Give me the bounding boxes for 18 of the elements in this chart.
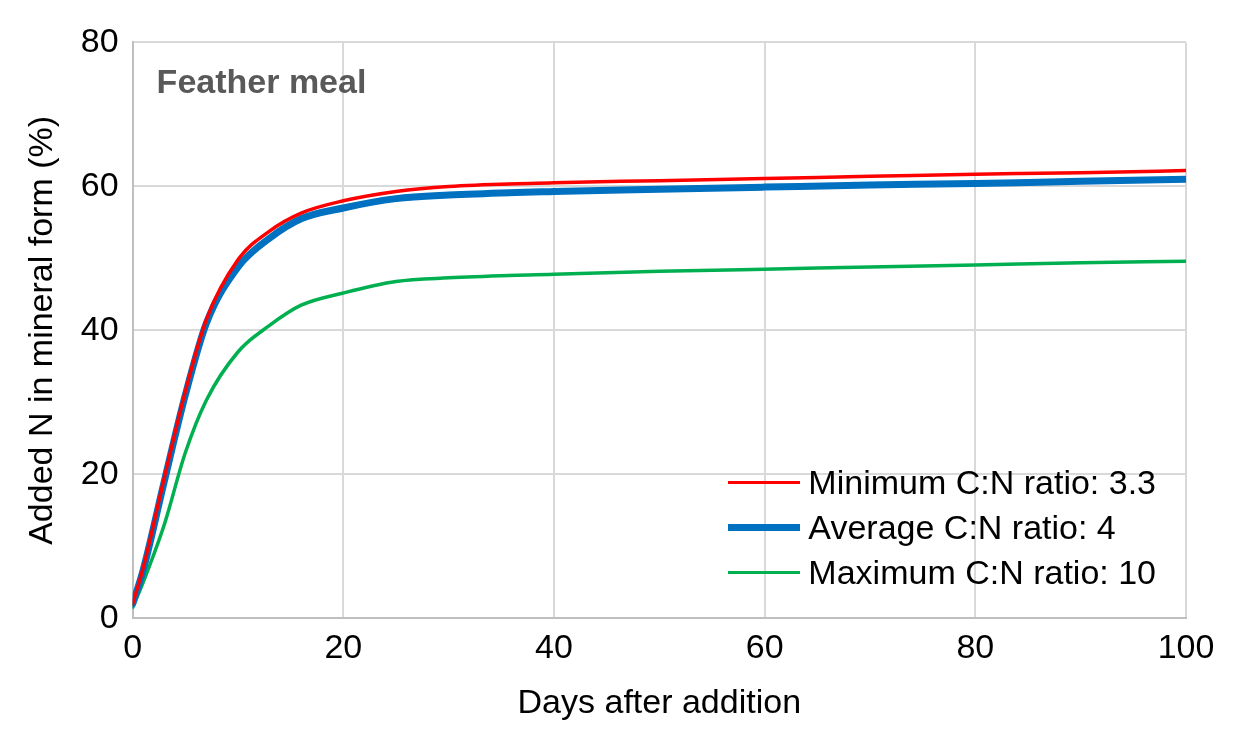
x-tick-label: 40	[535, 627, 573, 666]
x-tick-label: 20	[324, 627, 363, 666]
y-axis-title: Added N in mineral form (%)	[20, 115, 59, 545]
x-tick-label: 100	[1157, 627, 1215, 666]
legend-label: Maximum C:N ratio: 10	[808, 553, 1156, 592]
x-tick-label: 0	[123, 627, 143, 666]
x-tick-label: 60	[745, 627, 784, 666]
y-tick-label: 20	[80, 452, 119, 491]
legend-label: Minimum C:N ratio: 3.3	[808, 463, 1156, 502]
line-series	[132, 259, 1186, 610]
y-tick-label: 40	[80, 308, 119, 347]
legend-label: Average C:N ratio: 4	[808, 508, 1116, 547]
x-axis-title: Days after addition	[517, 681, 802, 720]
y-tick-label: 60	[80, 164, 119, 203]
y-tick-label: 80	[80, 20, 119, 59]
text: Feather meal	[156, 61, 367, 100]
x-tick-label: 80	[956, 627, 995, 666]
y-tick-label: 0	[99, 596, 119, 635]
